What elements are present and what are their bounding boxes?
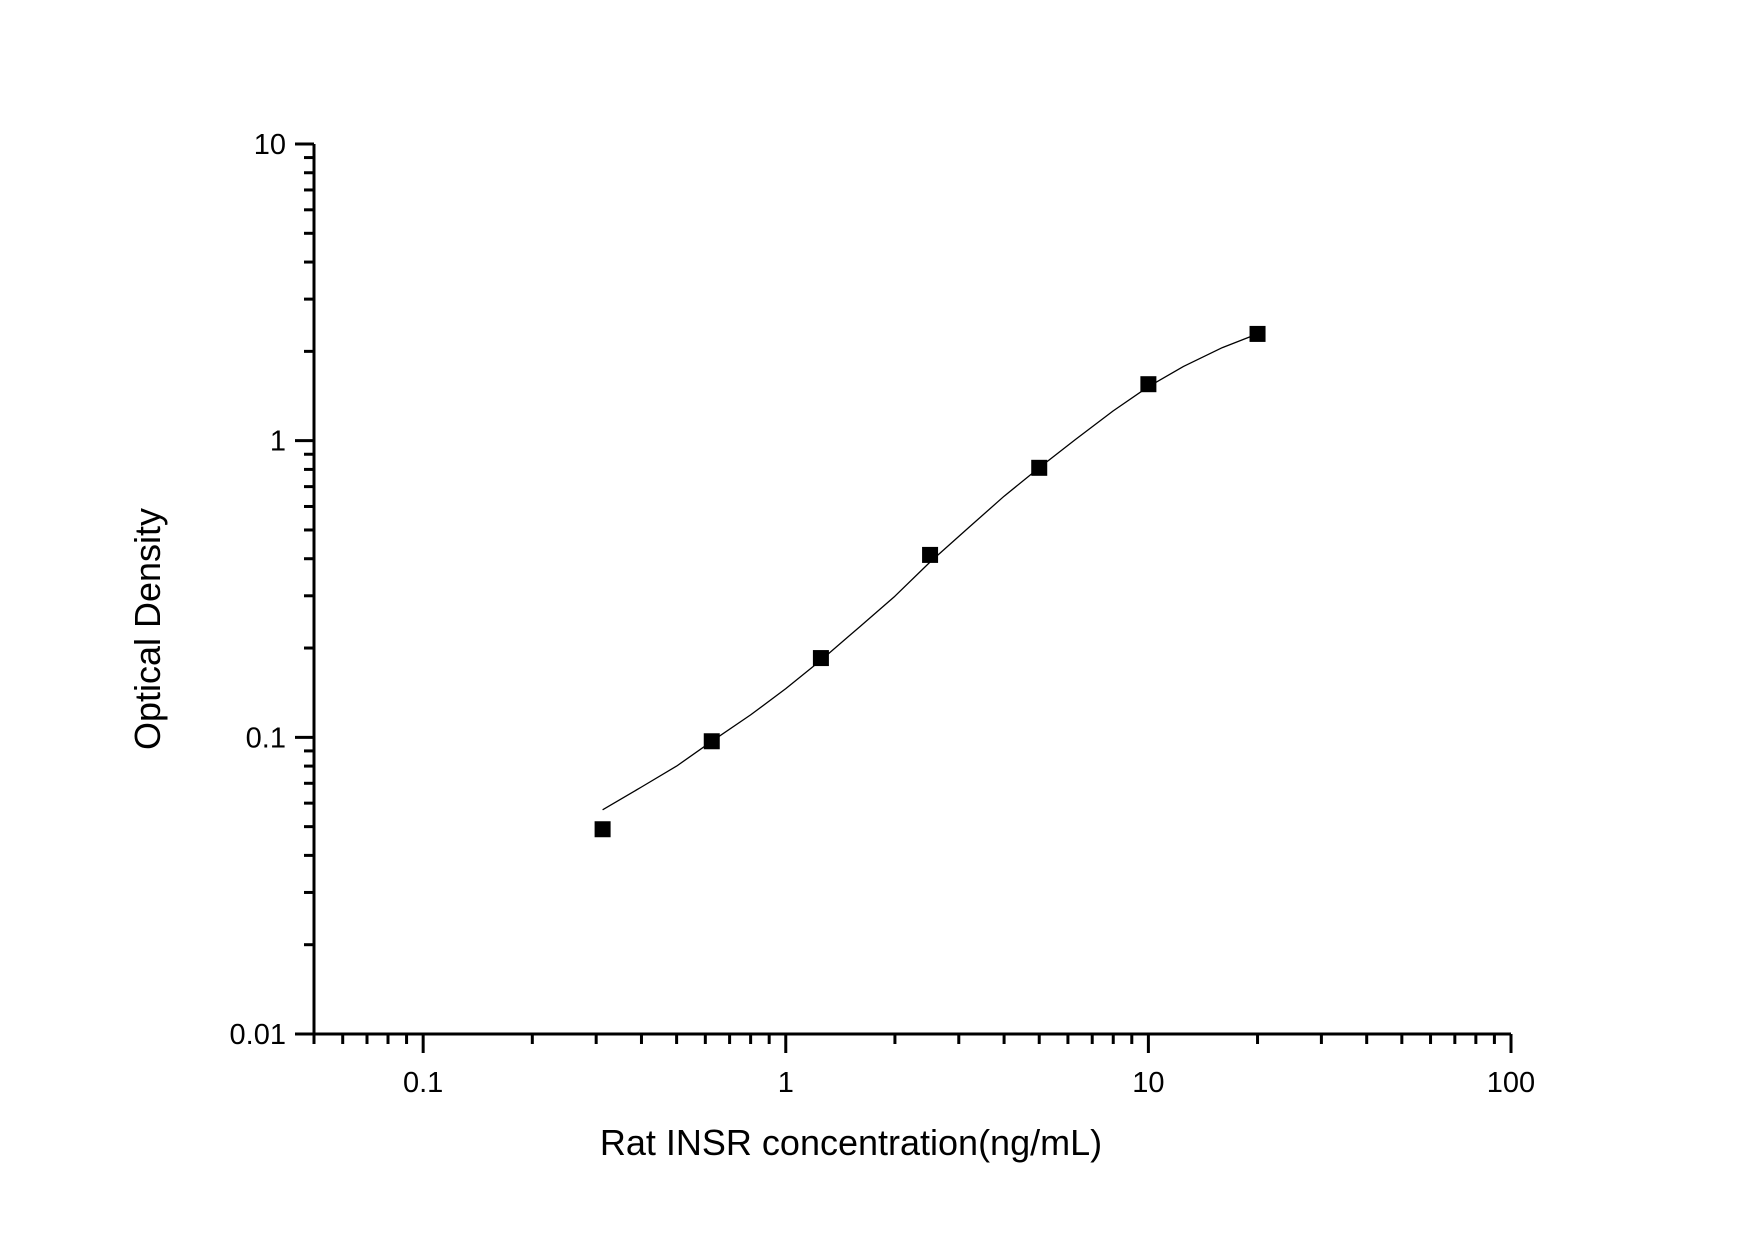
data-point-square-marker (922, 546, 939, 563)
fit-curve-line (602, 333, 1258, 811)
y-tick-label: 0.01 (230, 1019, 286, 1051)
data-point-square-marker (1031, 459, 1048, 476)
y-tick-label: 10 (254, 129, 286, 161)
data-point-square-marker (594, 821, 611, 838)
y-axis-ticks: 0.01 0.1 1 10 (230, 129, 314, 1051)
fit-curve (602, 333, 1258, 811)
data-point-square-marker (703, 733, 720, 750)
data-point-square-marker (812, 650, 829, 667)
data-points (594, 325, 1266, 838)
y-tick-label: 1 (270, 426, 286, 458)
x-tick-label: 0.1 (403, 1067, 443, 1099)
y-tick-label: 0.1 (246, 722, 286, 754)
x-tick-label: 1 (778, 1067, 794, 1099)
x-axis-title: Rat INSR concentration(ng/mL) (600, 1122, 1102, 1163)
data-point-square-marker (1140, 376, 1157, 393)
x-tick-label: 100 (1487, 1067, 1535, 1099)
x-axis-ticks: 0.1 1 10 100 (312, 1034, 1535, 1099)
y-axis-title: Optical Density (127, 508, 168, 750)
x-tick-label: 10 (1132, 1067, 1164, 1099)
data-point-square-marker (1249, 325, 1266, 342)
axes (312, 144, 1511, 1036)
